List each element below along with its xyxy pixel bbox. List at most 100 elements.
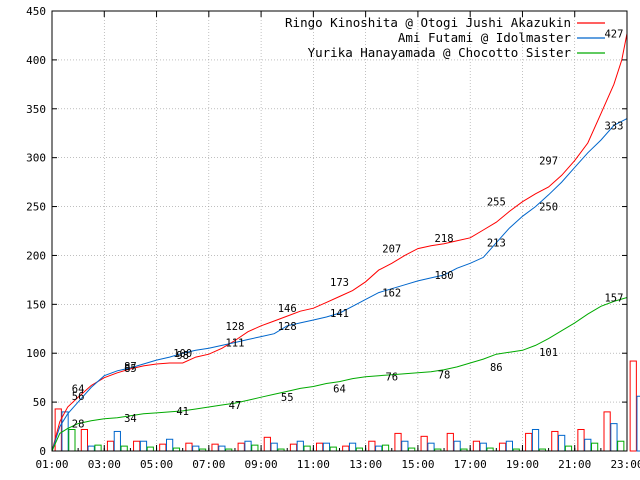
hourly-bar <box>505 440 514 452</box>
legend-label: Ami Futami @ Idolmaster <box>398 30 572 45</box>
hourly-bar <box>113 430 121 452</box>
data-label: 111 <box>225 337 244 349</box>
hourly-bar <box>558 434 566 452</box>
hourly-bar <box>453 440 461 452</box>
data-label: 427 <box>604 28 623 40</box>
hourly-bar <box>329 446 337 452</box>
y-tick-label: 150 <box>26 298 46 311</box>
hourly-bar <box>368 440 376 452</box>
hourly-bar <box>316 442 324 452</box>
x-tick-label: 01:00 <box>35 458 68 471</box>
data-label: 56 <box>72 391 85 403</box>
hourly-bar <box>263 436 271 452</box>
y-tick-label: 350 <box>26 103 46 116</box>
x-tick-label: 21:00 <box>558 458 591 471</box>
hourly-bar <box>237 442 245 452</box>
hourly-bar <box>591 442 599 452</box>
hourly-bar <box>146 446 154 452</box>
data-label: 333 <box>604 120 623 132</box>
legend: Ringo Kinoshita @ Otogi Jushi AkazukinAm… <box>285 15 605 60</box>
data-label: 128 <box>278 321 297 333</box>
hourly-bar <box>289 443 298 452</box>
data-label: 55 <box>281 392 294 404</box>
data-label: 87 <box>124 361 137 373</box>
hourly-bar <box>159 443 167 452</box>
x-tick-label: 07:00 <box>192 458 225 471</box>
data-label: 47 <box>229 400 242 412</box>
hourly-bar <box>525 432 533 452</box>
data-label: 213 <box>487 238 506 250</box>
hourly-bar <box>94 444 102 452</box>
hourly-bars <box>54 360 640 452</box>
hourly-bar <box>629 360 637 452</box>
hourly-bar <box>342 445 350 452</box>
hourly-bar <box>617 440 625 452</box>
hourly-bar <box>498 442 507 452</box>
legend-label: Ringo Kinoshita @ Otogi Jushi Akazukin <box>285 15 571 30</box>
x-tick-label: 05:00 <box>140 458 173 471</box>
y-tick-label: 250 <box>26 201 46 214</box>
hourly-bar <box>296 440 304 452</box>
data-label: 128 <box>225 321 244 333</box>
hourly-bar <box>577 428 585 452</box>
y-tick-label: 300 <box>26 152 46 165</box>
y-tick-label: 100 <box>26 347 46 360</box>
hourly-bar <box>401 440 409 452</box>
hourly-bar <box>584 438 592 452</box>
data-label: 85 <box>124 363 137 375</box>
hourly-bar <box>211 443 219 452</box>
data-label: 207 <box>382 244 401 256</box>
axes: 0 50 100 150 200 250 300 350 400 450 01:00 03:00 05:… <box>26 5 640 471</box>
hourly-bar <box>381 444 390 452</box>
data-label: 297 <box>539 156 558 168</box>
data-label: 28 <box>72 419 85 431</box>
series-line-0 <box>51 33 628 452</box>
x-tick-label: 03:00 <box>88 458 121 471</box>
hourly-bar <box>322 442 331 452</box>
hourly-bar <box>251 444 259 452</box>
hourly-bar <box>270 442 278 452</box>
data-label: 141 <box>330 308 349 320</box>
hourly-bar <box>348 442 357 452</box>
data-label: 157 <box>604 292 623 304</box>
legend-label: Yurika Hanayamada @ Chocotto Sister <box>308 45 572 60</box>
hourly-bar <box>479 442 487 452</box>
hourly-bar <box>139 440 148 452</box>
y-tick-label: 200 <box>26 249 46 262</box>
hourly-bar <box>564 445 573 452</box>
data-label: 78 <box>438 370 451 382</box>
data-label: 76 <box>385 372 398 384</box>
data-label: 86 <box>490 362 503 374</box>
x-tick-label: 23:00 <box>610 458 640 471</box>
hourly-bar <box>636 395 640 452</box>
data-labels: 64 87 98 128 146 173 207 218 255 297 427 56 85 100 111… <box>72 28 624 430</box>
hourly-bar <box>446 432 454 452</box>
data-label: 218 <box>435 233 454 245</box>
hourly-bar <box>427 442 435 452</box>
x-tick-label: 15:00 <box>401 458 434 471</box>
data-label: 255 <box>487 197 506 209</box>
data-label: 41 <box>176 406 189 418</box>
series-line-2 <box>51 297 628 452</box>
hourly-bar <box>106 440 115 452</box>
hourly-bar <box>68 428 76 452</box>
x-tick-label: 13:00 <box>349 458 382 471</box>
hourly-bar <box>394 432 402 452</box>
data-label: 64 <box>333 383 346 395</box>
hourly-bar <box>303 445 311 452</box>
data-label: 250 <box>539 202 558 214</box>
data-label: 162 <box>382 288 401 300</box>
data-label: 100 <box>173 348 192 360</box>
y-tick-label: 450 <box>26 5 46 18</box>
hourly-bar <box>531 428 540 452</box>
data-label: 173 <box>330 277 349 289</box>
hourly-bar <box>87 445 95 452</box>
y-tick-label: 0 <box>39 445 46 458</box>
hourly-bar <box>218 445 226 452</box>
hourly-bar <box>133 440 141 452</box>
hourly-bar <box>610 423 618 452</box>
data-label: 34 <box>124 413 137 425</box>
hourly-bar <box>551 430 559 452</box>
